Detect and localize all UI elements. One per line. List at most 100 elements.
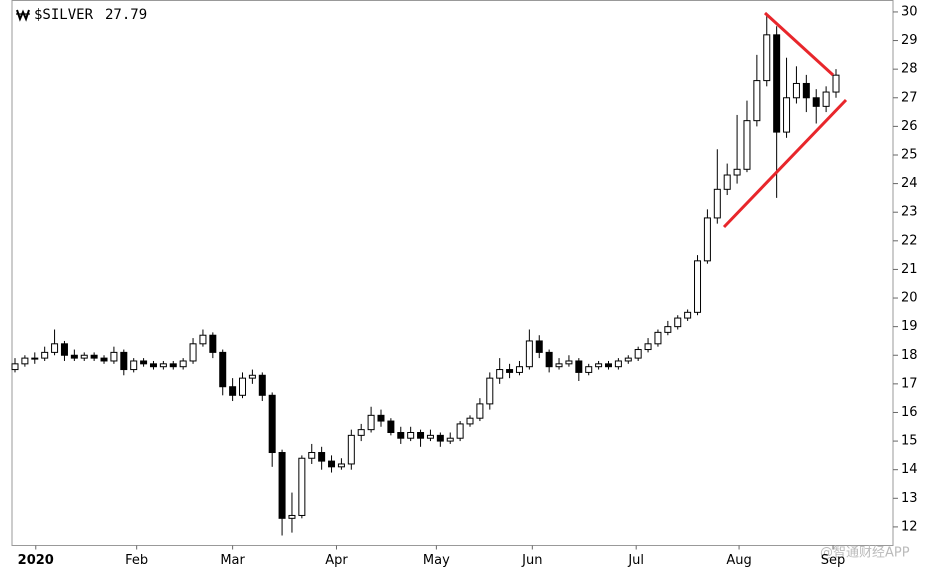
candle-body xyxy=(219,351,227,388)
candle-body xyxy=(644,343,652,351)
candle-body xyxy=(476,403,484,419)
candle-body xyxy=(367,414,375,431)
trendline-lower xyxy=(722,98,848,229)
candle-body xyxy=(664,326,672,333)
candle-body xyxy=(199,334,207,345)
candle-body xyxy=(377,414,385,422)
candle-body xyxy=(60,343,68,356)
candle-body xyxy=(713,188,721,219)
y-tick-label: 15 xyxy=(901,434,918,449)
candle-body xyxy=(100,357,108,362)
candle-body xyxy=(268,394,276,454)
candle-body xyxy=(41,351,49,359)
candle-body xyxy=(308,452,316,459)
candle-body xyxy=(80,354,88,359)
candle-body xyxy=(347,434,355,465)
candle-body xyxy=(822,91,830,107)
candle-body xyxy=(634,349,642,359)
x-tick-label: May xyxy=(423,553,450,568)
y-tick-label: 20 xyxy=(901,291,918,306)
candle-body xyxy=(278,452,286,519)
candle-body xyxy=(11,363,19,371)
candle-body xyxy=(763,34,771,82)
y-tick-label: 25 xyxy=(901,147,918,162)
candle-body xyxy=(674,317,682,328)
candle-body xyxy=(604,363,612,368)
candle-body xyxy=(506,369,514,373)
candle-body xyxy=(110,351,118,362)
candle-body xyxy=(189,343,197,362)
candle-body xyxy=(318,452,326,462)
candle-body xyxy=(298,457,306,516)
candle-body xyxy=(149,363,157,368)
candle-body xyxy=(595,363,603,368)
y-tick-label: 28 xyxy=(901,62,918,77)
logo xyxy=(16,9,30,22)
candle-body xyxy=(535,340,543,353)
candle-body xyxy=(397,431,405,439)
candle-body xyxy=(120,351,128,371)
y-tick-label: 12 xyxy=(901,519,918,534)
candle-body xyxy=(802,82,810,99)
candle-body xyxy=(239,377,247,396)
y-tick-label: 26 xyxy=(901,119,918,134)
y-tick-label: 13 xyxy=(901,491,918,506)
candle-body xyxy=(179,360,187,368)
candle-body xyxy=(436,434,444,442)
candle-body xyxy=(555,363,563,368)
candle-body xyxy=(684,311,692,319)
y-tick-label: 29 xyxy=(901,33,918,48)
candle-body xyxy=(466,417,474,425)
candle-body xyxy=(456,423,464,439)
candle-body xyxy=(773,34,781,133)
candle-body xyxy=(703,217,711,262)
x-tick-label: Sep xyxy=(821,553,846,568)
x-tick-label: Feb xyxy=(125,553,148,568)
candle-body xyxy=(694,260,702,313)
candle-body xyxy=(248,374,256,379)
candle-body xyxy=(229,386,237,396)
candle-body xyxy=(446,437,454,442)
candle-body xyxy=(496,369,504,379)
watermark: @智通财经APP xyxy=(820,546,910,561)
candle-body xyxy=(328,460,336,468)
candle-body xyxy=(407,431,415,439)
trendline-upper xyxy=(763,11,835,77)
candle-body xyxy=(70,354,78,359)
candle-body xyxy=(337,463,345,468)
candle-body xyxy=(812,97,820,107)
candle-body xyxy=(525,340,533,368)
candle-body xyxy=(426,434,434,439)
candle-body xyxy=(614,360,622,368)
candle-body xyxy=(387,420,395,433)
y-tick-label: 30 xyxy=(901,4,918,19)
x-tick-label: Aug xyxy=(726,553,751,568)
symbol: $SILVER xyxy=(34,7,94,23)
candle-body xyxy=(209,334,217,353)
candle-body xyxy=(140,360,148,365)
y-tick-label: 19 xyxy=(901,319,918,334)
y-tick-label: 18 xyxy=(901,348,918,363)
candle-body xyxy=(832,74,840,93)
candle-body xyxy=(624,357,632,362)
candle-body xyxy=(783,97,791,133)
y-tick-label: 17 xyxy=(901,376,918,391)
x-tick-label: Jul xyxy=(627,553,644,568)
candle-body xyxy=(417,431,425,439)
candle-body xyxy=(130,360,138,371)
candles xyxy=(11,14,840,536)
y-tick-label: 22 xyxy=(901,233,918,248)
x-tick-label: 2020 xyxy=(18,553,54,568)
candle-body xyxy=(753,80,761,122)
y-tick-label: 21 xyxy=(901,262,918,277)
candle-body xyxy=(258,374,266,396)
y-tick-label: 14 xyxy=(901,462,918,477)
candle-body xyxy=(654,331,662,345)
candle-body xyxy=(159,363,167,368)
candle-body xyxy=(31,357,39,360)
y-tick-label: 16 xyxy=(901,405,918,420)
y-tick-label: 27 xyxy=(901,90,918,105)
x-tick-label: Apr xyxy=(325,553,348,568)
